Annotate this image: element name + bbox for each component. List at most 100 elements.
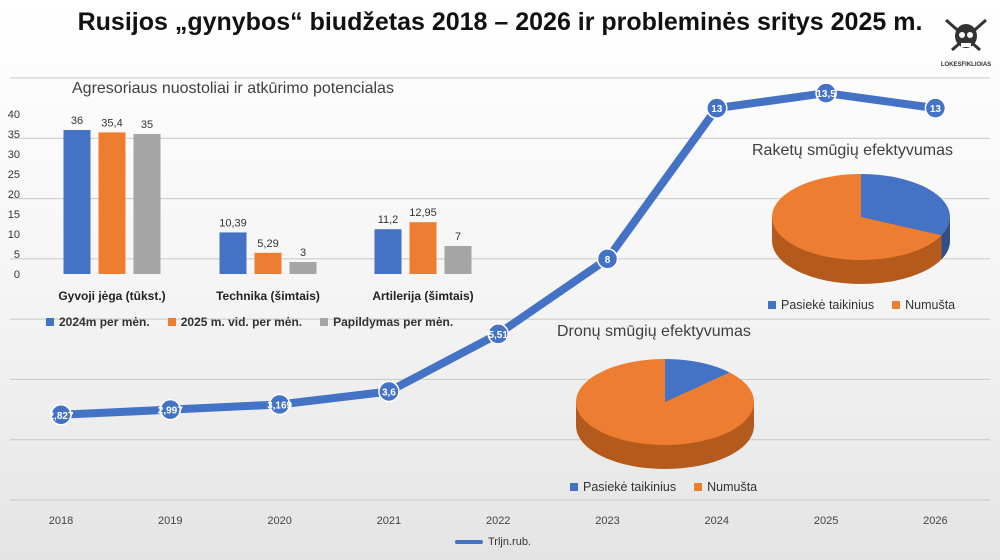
- x-tick-label: 2021: [377, 515, 401, 527]
- data-label: 13: [930, 104, 942, 115]
- logo: LOKESFIKLIOIAS: [940, 10, 992, 72]
- legend-swatch-orange: [167, 318, 176, 326]
- legend-item: Papildymas per mėn.: [320, 315, 453, 329]
- drone-pie-legend: Pasiekė taikinius Numušta: [570, 480, 757, 494]
- data-label: 13: [711, 104, 723, 115]
- x-tick-label: 2026: [923, 515, 947, 527]
- legend-item: Pasiekė taikinius: [768, 298, 874, 312]
- bar-data-label: 7: [455, 231, 461, 243]
- y-tick-label: 0: [14, 269, 20, 281]
- bar: [444, 246, 472, 274]
- y-tick-label: 15: [8, 209, 20, 221]
- y-tick-label: 35: [8, 129, 20, 141]
- legend-item: Pasiekė taikinius: [570, 480, 676, 494]
- x-tick-label: 2020: [267, 515, 291, 527]
- x-tick-label: 2025: [814, 515, 838, 527]
- data-point: [596, 248, 619, 270]
- y-tick-label: 20: [8, 189, 20, 201]
- legend-label: Numušta: [707, 480, 758, 494]
- bar-data-label: 10,39: [219, 217, 247, 229]
- bar-legend: 2024m per mėn. 2025 m. vid. per mėn. Pap…: [46, 315, 453, 329]
- legend-swatch-gray: [320, 318, 329, 326]
- x-tick-label: 2018: [49, 515, 73, 527]
- page-title: Rusijos „gynybos“ biudžetas 2018 – 2026 …: [77, 8, 923, 36]
- legend-label: Pasiekė taikinius: [781, 298, 875, 312]
- data-point: [487, 323, 509, 345]
- data-label: 2,827: [48, 411, 73, 422]
- legend-swatch-blue: [570, 483, 578, 491]
- x-tick-label: 2019: [158, 515, 182, 527]
- bar: [289, 262, 317, 274]
- bar-chart-title: Agresoriaus nuostoliai ir atkūrimo poten…: [72, 80, 394, 97]
- missile-pie-title: Raketų smūgių efektyvumas: [752, 142, 953, 159]
- y-tick-label: 30: [8, 149, 20, 161]
- pie-side-blue: [941, 217, 950, 260]
- bar: [219, 232, 247, 274]
- bar: [63, 130, 91, 274]
- bar-data-label: 5,29: [257, 238, 278, 250]
- data-point: [706, 97, 728, 119]
- logo-text: LOKESFIKLIOIAS: [941, 62, 991, 68]
- legend-swatch-orange: [694, 483, 703, 491]
- drone-pie-chart: [575, 359, 754, 469]
- y-tick-label: 25: [8, 169, 20, 181]
- data-point: [159, 398, 182, 421]
- category-label: Artilerija (šimtais): [372, 289, 473, 303]
- y-tick-label: 5: [14, 249, 20, 261]
- legend-swatch-blue: [46, 318, 54, 326]
- y-tick-label: 40: [8, 109, 20, 121]
- bar-data-label: 35,4: [101, 117, 122, 129]
- data-point: [268, 393, 291, 416]
- x-tick-label: 2023: [595, 515, 619, 527]
- bar-data-label: 11,2: [378, 214, 399, 226]
- legend-item: Trljn.rub.: [455, 536, 531, 548]
- bar: [409, 222, 437, 274]
- bar-data-label: 35: [141, 119, 153, 131]
- legend-item: 2025 m. vid. per mėn.: [167, 315, 303, 329]
- legend-line-swatch: [455, 540, 483, 544]
- pie-slice: [861, 174, 950, 236]
- legend-label: Numušta: [905, 298, 956, 312]
- legend-item: 2024m per mėn.: [46, 315, 150, 329]
- data-point: [378, 380, 400, 403]
- bar: [254, 252, 282, 274]
- legend-label: 2024m per mėn.: [59, 315, 150, 329]
- legend-item: Numušta: [694, 480, 757, 494]
- data-label: 3,169: [267, 400, 292, 411]
- y-tick-label: 10: [8, 229, 20, 241]
- x-tick-label: 2022: [486, 515, 510, 527]
- drone-pie-title: Dronų smūgių efektyvumas: [557, 323, 751, 340]
- line-chart: 2018 2019 2020 2021 2022 2023 2024 2025 2026 2,82…: [48, 82, 948, 527]
- missile-pie-chart: [772, 174, 950, 284]
- data-label: 3,6: [382, 387, 396, 398]
- bar: [98, 132, 126, 274]
- legend-swatch-blue: [768, 301, 776, 309]
- data-label: 2,997: [158, 406, 183, 417]
- data-point: [50, 404, 72, 426]
- x-tick-label: 2024: [705, 515, 729, 527]
- data-point: [924, 97, 947, 119]
- pie-slice: [665, 359, 730, 402]
- legend-label: Papildymas per mėn.: [333, 315, 454, 329]
- bar: [374, 229, 402, 274]
- data-point: [815, 82, 837, 104]
- pie-slice: [772, 174, 942, 261]
- legend-swatch-orange: [892, 301, 901, 309]
- data-label: 8: [605, 255, 611, 266]
- line-legend: Trljn.rub.: [455, 536, 531, 548]
- bar: [133, 134, 161, 274]
- pie-slice: [575, 359, 754, 445]
- skull-crossed-guns-icon: LOKESFIKLIOIAS: [941, 18, 991, 68]
- legend-label: 2025 m. vid. per mėn.: [180, 315, 303, 329]
- bar-chart: 0 5 10 15 20 25 30 35 40 36 35,4 35 Gyvoji jėga (tūk…: [8, 109, 474, 303]
- missile-pie-legend: Pasiekė taikinius Numušta: [768, 298, 955, 312]
- bar-data-label: 12,95: [409, 207, 437, 219]
- data-label: 5,51: [488, 330, 508, 341]
- bar-data-label: 36: [71, 115, 83, 127]
- legend-item: Numušta: [892, 298, 955, 312]
- legend-label: Pasiekė taikinius: [583, 480, 677, 494]
- category-label: Technika (šimtais): [216, 289, 320, 303]
- bar-data-label: 3: [300, 247, 306, 259]
